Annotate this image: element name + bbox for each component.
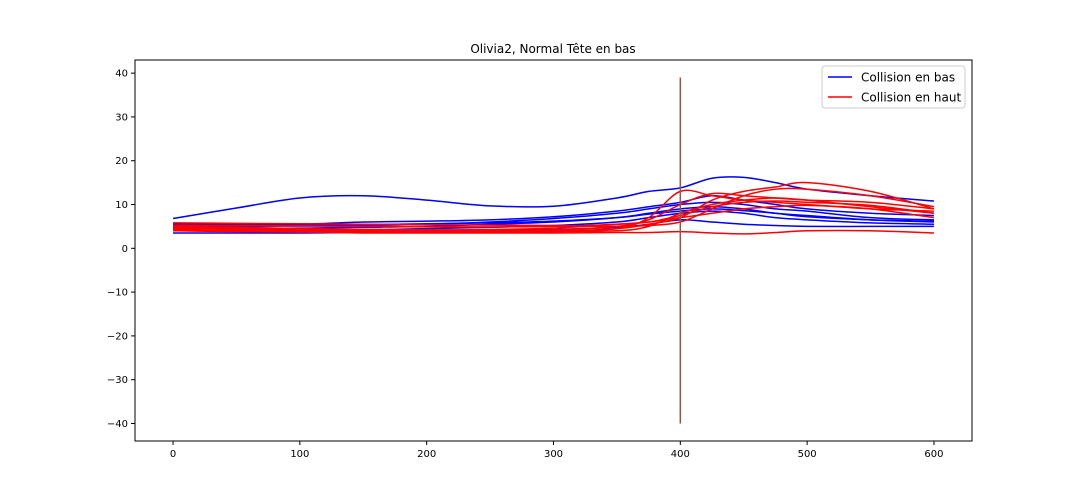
legend-label: Collision en haut <box>861 91 961 105</box>
legend: Collision en bas Collision en haut <box>821 65 966 109</box>
y-tick-label: −20 <box>107 331 128 342</box>
y-tick-label: 20 <box>115 156 128 167</box>
legend-box <box>821 65 966 109</box>
y-tick-label: −30 <box>107 375 128 386</box>
x-axis-ticks: 0 100 200 300 400 500 600 <box>170 441 944 460</box>
series-line-13 <box>173 229 934 235</box>
series-line-15 <box>173 200 935 228</box>
y-axis-ticks: −40 −30 −20 −10 0 10 20 30 40 <box>107 69 135 430</box>
x-tick-label: 500 <box>798 449 817 460</box>
x-tick-label: 200 <box>417 449 436 460</box>
x-tick-label: 600 <box>924 449 943 460</box>
chart-title: Olivia2, Normal Tête en bas <box>470 42 635 56</box>
series-line-1 <box>172 176 935 220</box>
x-tick-label: 400 <box>671 449 690 460</box>
series-layer <box>172 176 935 235</box>
x-tick-label: 100 <box>290 449 309 460</box>
y-tick-label: 0 <box>122 244 128 255</box>
y-tick-label: 40 <box>115 69 128 80</box>
x-tick-label: 0 <box>170 449 176 460</box>
legend-label: Collision en bas <box>861 71 955 85</box>
y-tick-label: −40 <box>107 419 128 430</box>
y-tick-label: −10 <box>107 288 128 299</box>
series-line-11 <box>173 197 935 233</box>
plot-area-frame <box>134 59 973 442</box>
x-tick-label: 300 <box>544 449 563 460</box>
series-line-2 <box>173 195 934 226</box>
series-line-12 <box>173 189 934 233</box>
y-tick-label: 10 <box>115 200 128 211</box>
y-tick-label: 30 <box>115 112 128 123</box>
